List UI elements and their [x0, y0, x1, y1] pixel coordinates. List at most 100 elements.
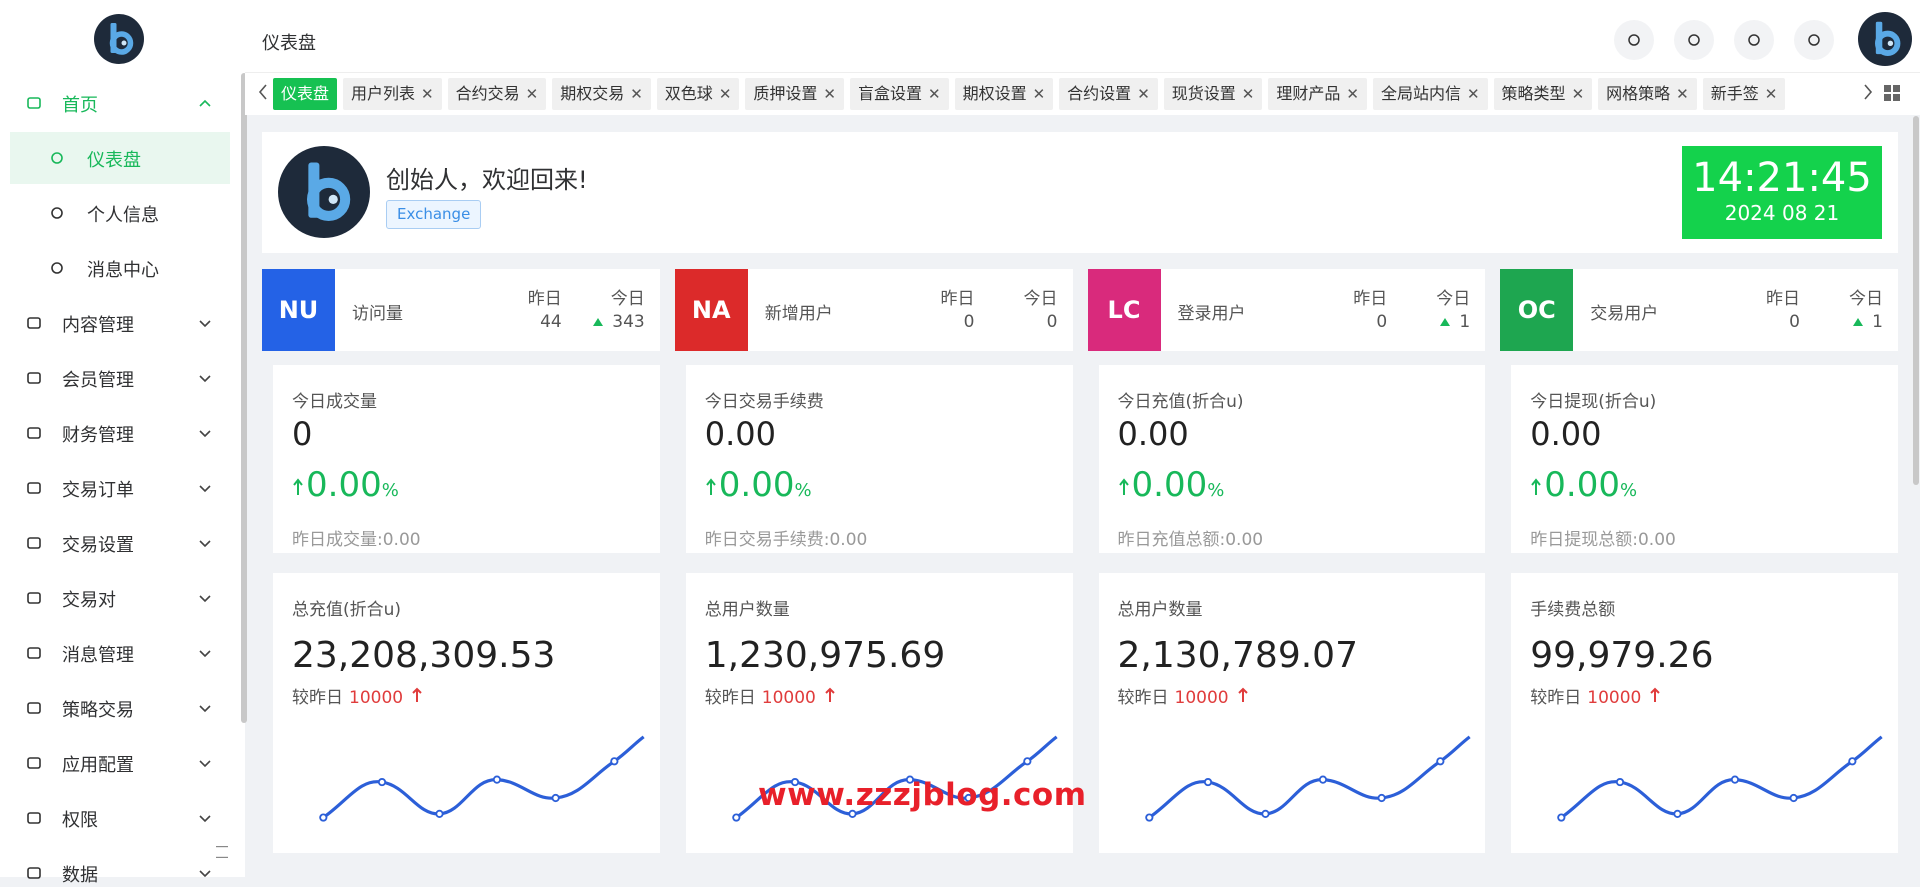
tab[interactable]: 全局站内信 ✕	[1372, 78, 1488, 110]
toolbar-icon	[1628, 34, 1640, 46]
tab[interactable]: 新手签 ✕	[1702, 78, 1786, 110]
icon-shape	[27, 647, 41, 659]
metric-value: 0	[292, 415, 313, 453]
menu-item[interactable]: 交易设置	[62, 535, 134, 556]
submenu-item[interactable]: 消息中心	[87, 260, 159, 281]
stat-col-value: 343	[592, 312, 645, 332]
tab-close[interactable]: ✕	[1241, 85, 1255, 103]
watermark: www.zzzjblog.com	[758, 777, 1087, 813]
tab[interactable]: 双色球 ✕	[656, 78, 740, 110]
stat-value: 0	[963, 312, 975, 332]
menu-item[interactable]: 权限	[62, 810, 98, 831]
menu-item[interactable]: 首页	[62, 95, 98, 116]
compare-label: 较昨日	[292, 688, 343, 708]
welcome-badge: Exchange	[386, 200, 482, 229]
menu-item[interactable]: 消息管理	[62, 645, 134, 666]
toolbar-button[interactable]	[1794, 20, 1834, 60]
menu-item[interactable]: 内容管理	[62, 315, 134, 336]
icon-shape	[27, 372, 41, 384]
tab-close[interactable]: ✕	[718, 85, 732, 103]
tab-close[interactable]: ✕	[1346, 85, 1359, 103]
metric-value: 0.00	[1117, 415, 1189, 453]
sparkline-dot	[1318, 775, 1327, 784]
metric-card: 今日提现(折合u) 0.00 0.00% 昨日提现总额:0.00	[1511, 365, 1898, 553]
icon-shape	[27, 317, 41, 329]
tab[interactable]: 网格策略 ✕	[1598, 78, 1697, 110]
metric-change: 0.00%	[705, 465, 812, 505]
compare-label: 较昨日	[1530, 688, 1582, 708]
tab-close[interactable]: ✕	[1764, 85, 1778, 103]
menu-item[interactable]: 数据	[62, 865, 98, 886]
chevron	[199, 705, 211, 713]
menu-item[interactable]: 财务管理	[62, 425, 134, 446]
tab[interactable]: 质押设置 ✕	[745, 78, 844, 110]
toolbar-button[interactable]	[1734, 20, 1774, 60]
menu-chevron	[199, 595, 211, 603]
tab-close[interactable]: ✕	[1571, 85, 1585, 103]
sparkline-dot	[1435, 757, 1444, 766]
total-compare: 较昨日 10000	[1118, 683, 1249, 708]
tab-close[interactable]: ✕	[421, 85, 434, 103]
tab-label: 盲盒设置	[857, 84, 922, 103]
tab-bar: 仪表盘 用户列表 ✕ 合约交易 ✕ 期权交易 ✕ 双色球 ✕ 质押设置 ✕ 盲盒设置 ✕ 期权设置 ✕ 合约设…	[245, 73, 1920, 115]
tab-close[interactable]: ✕	[1032, 85, 1046, 103]
tab[interactable]: 策略类型 ✕	[1493, 78, 1593, 110]
compare-value: 10000	[349, 688, 404, 708]
metric-change-value: 0.00	[718, 465, 795, 505]
up-arrow	[293, 478, 303, 495]
menu-item[interactable]: 交易对	[62, 590, 116, 611]
collapse-button[interactable]	[216, 846, 228, 858]
tab[interactable]: 理财产品 ✕	[1268, 78, 1367, 110]
icon-shape	[27, 427, 41, 439]
stat-code: NU	[262, 269, 335, 351]
submenu-item[interactable]: 个人信息	[87, 205, 159, 226]
sparkline-line	[322, 735, 645, 819]
tab-close[interactable]: ✕	[1676, 85, 1689, 103]
tab[interactable]: 合约设置 ✕	[1059, 78, 1158, 110]
tab-close[interactable]: ✕	[823, 85, 836, 103]
metric-change-unit: %	[1619, 480, 1638, 501]
logo-dot	[121, 40, 127, 46]
tab-label: 合约交易	[455, 84, 520, 103]
tab[interactable]: 仪表盘	[273, 78, 338, 110]
tab-close[interactable]: ✕	[1137, 85, 1150, 103]
menu-item[interactable]: 策略交易	[62, 700, 134, 721]
tab-close[interactable]: ✕	[525, 85, 539, 103]
logo-bg	[278, 146, 370, 238]
tab[interactable]: 合约交易 ✕	[447, 78, 547, 110]
triangle	[1440, 318, 1451, 326]
tabs-next	[1864, 84, 1873, 100]
menu-item[interactable]: 会员管理	[62, 370, 134, 391]
logo-bg	[1858, 12, 1912, 66]
logo-bg	[94, 14, 144, 64]
icon-shape	[1688, 34, 1700, 46]
tab[interactable]: 现货设置 ✕	[1163, 78, 1263, 110]
toolbar-button[interactable]	[1614, 20, 1654, 60]
menu-item[interactable]: 交易订单	[62, 480, 134, 501]
toolbar-button[interactable]	[1674, 20, 1714, 60]
tab-close[interactable]: ✕	[928, 85, 941, 103]
arrow	[1118, 478, 1129, 495]
metric-change-unit: %	[1207, 480, 1225, 501]
stat-card: NA 新增用户 昨日 0 今日 0	[674, 269, 1073, 351]
menu-item[interactable]: 应用配置	[62, 755, 134, 776]
tab[interactable]: 盲盒设置 ✕	[849, 78, 949, 110]
menu-icon	[27, 592, 41, 604]
icon-shape	[51, 262, 63, 274]
total-title: 总用户数量	[704, 600, 790, 620]
tab[interactable]: 期权交易 ✕	[552, 78, 651, 110]
tab-close[interactable]: ✕	[630, 85, 643, 103]
logo-bowl	[109, 31, 134, 55]
submenu-item[interactable]: 仪表盘	[87, 150, 141, 171]
tab-close[interactable]: ✕	[1466, 85, 1480, 103]
arrow	[412, 687, 422, 702]
chevron	[199, 650, 211, 658]
metric-change-unit: %	[794, 480, 812, 501]
stat-col-value: 0	[1376, 312, 1387, 332]
menu-icon	[27, 427, 41, 439]
metric-change-value: 0.00	[306, 465, 382, 505]
menu-icon	[27, 757, 41, 769]
tab[interactable]: 期权设置 ✕	[954, 78, 1054, 110]
tab[interactable]: 用户列表 ✕	[343, 78, 442, 110]
chevron	[199, 760, 211, 768]
